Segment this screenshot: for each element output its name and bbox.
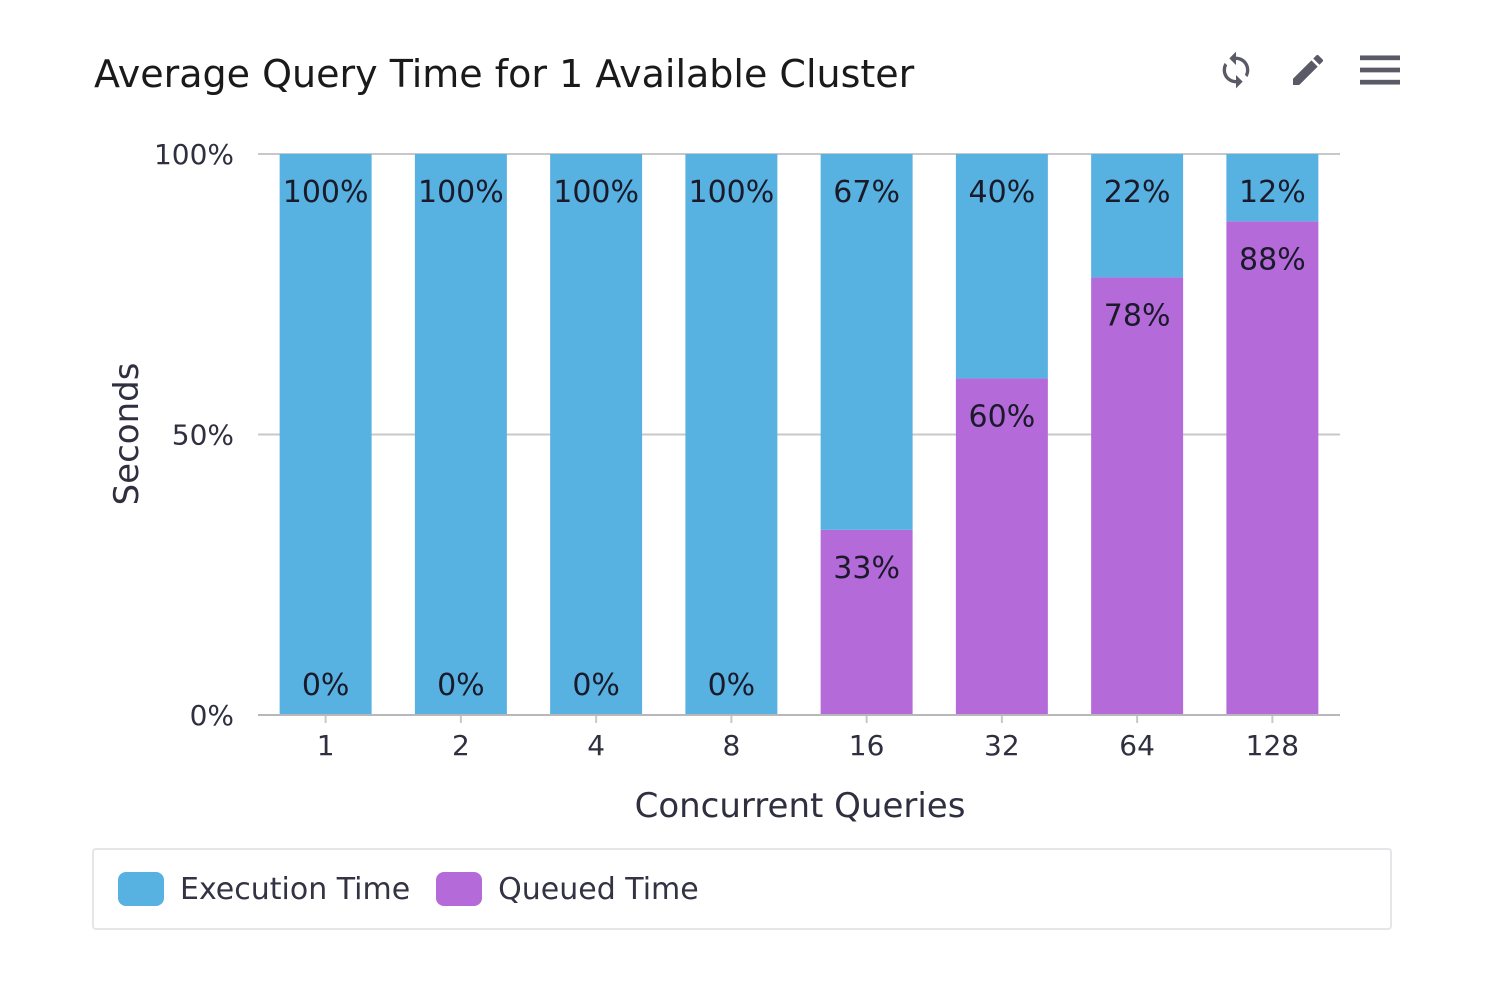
x-tick-label: 1 [317,729,335,762]
data-label-queued: 78% [1104,298,1171,333]
legend-item-queued-time[interactable]: Queued Time [436,872,699,907]
bar-execution-time[interactable] [955,154,1048,379]
pencil-icon [1293,54,1324,85]
data-label-execution: 40% [969,175,1036,210]
data-label-execution: 22% [1104,175,1171,210]
data-label-execution: 100% [688,175,774,210]
x-tick-label: 16 [849,729,885,762]
legend-label: Queued Time [498,871,699,907]
data-label-queued: 33% [833,551,900,586]
axes: 0% 50% 100% 1 2 4 8 16 32 64 128 [154,138,1340,762]
legend-item-execution-time[interactable]: Execution Time [118,872,410,907]
x-tick-label: 2 [452,729,470,762]
refresh-icon [1222,51,1250,89]
refresh-button[interactable] [1214,48,1258,92]
bar-execution-time[interactable] [279,154,372,715]
bar-execution-time[interactable] [685,154,778,715]
y-axis-title: Seconds [107,363,147,506]
chart-title: Average Query Time for 1 Available Clust… [94,52,915,96]
bar-execution-time[interactable] [1226,154,1319,222]
data-label-execution: 67% [833,175,900,210]
y-tick-label: 50% [172,419,234,452]
data-label-queued: 0% [708,668,756,703]
bar-execution-time[interactable] [820,154,913,530]
edit-button[interactable] [1286,48,1330,92]
y-tick-label: 100% [154,138,234,171]
menu-button[interactable] [1358,48,1402,92]
bar-queued-time[interactable] [1226,221,1319,715]
x-tick-label: 64 [1119,729,1155,762]
bar-queued-time[interactable] [820,529,913,715]
bar-series [279,154,1319,715]
bar-execution-time[interactable] [550,154,643,715]
x-tick-label: 4 [587,729,605,762]
x-tick-label: 32 [984,729,1020,762]
data-label-queued: 0% [437,668,485,703]
data-label-execution: 100% [553,175,639,210]
bar-execution-time[interactable] [1091,154,1184,278]
data-label-queued: 88% [1239,242,1306,277]
y-tick-label: 0% [190,699,234,732]
bar-queued-time[interactable] [955,378,1048,715]
x-axis-title: Concurrent Queries [635,786,966,826]
data-label-queued: 60% [969,399,1036,434]
menu-icon [1360,55,1400,85]
bar-chart: 100%0%100%0%100%0%100%0%67%33%40%60%22%7… [107,138,1340,826]
data-label-execution: 100% [283,175,369,210]
x-tick-label: 8 [722,729,740,762]
legend-swatch [118,872,164,906]
data-labels: 100% 0% 100% 0% 100% 0% 100% 0% 67% 33% 40% 60% 22% 7… [283,175,1306,703]
bar-execution-time[interactable] [414,154,507,715]
bar-queued-time[interactable] [1091,277,1184,715]
data-label-execution: 100% [418,175,504,210]
data-label-queued: 0% [302,668,350,703]
data-label-execution: 12% [1239,175,1306,210]
x-tick-label: 128 [1246,729,1299,762]
data-label-queued: 0% [572,668,620,703]
chart-legend: Execution Time Queued Time [92,848,1392,930]
chart-toolbar [1214,48,1402,92]
legend-label: Execution Time [180,871,411,907]
legend-swatch [436,872,483,906]
